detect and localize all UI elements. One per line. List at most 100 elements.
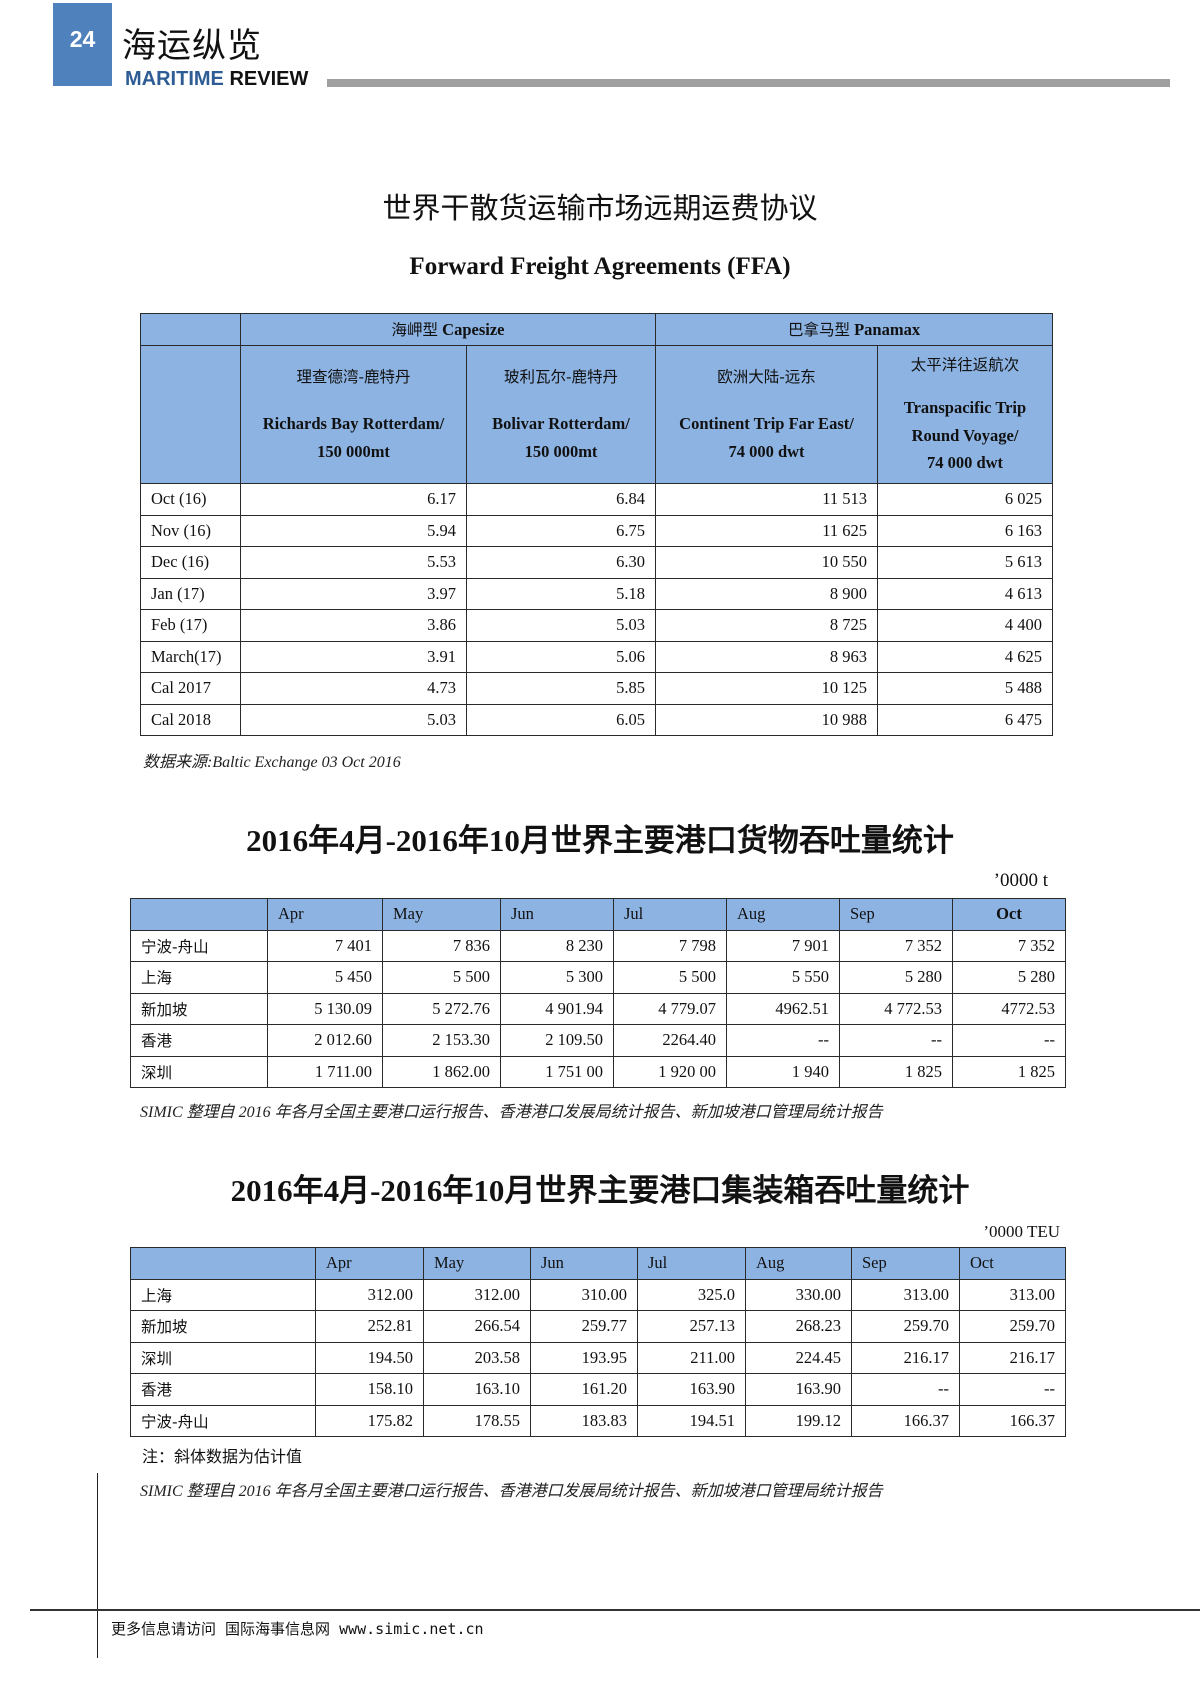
value-cell: 4 400 [876, 609, 1054, 642]
value-cell: 6 163 [876, 514, 1054, 547]
ffa-route-header: 玻利瓦尔-鹿特丹 Bolivar Rotterdam/150 000mt [466, 345, 656, 484]
table-row: 新加坡 252.81 266.54 259.77 257.13 268.23 259.70 2… [130, 1310, 1066, 1343]
ffa-route-header: 太平洋往返航次 Transpacific Trip Round Voyage/74 … [876, 345, 1054, 484]
magazine-title-en-review: REVIEW [223, 68, 309, 90]
value-cell: 8 725 [655, 609, 878, 642]
value-cell: 5 300 [500, 961, 614, 994]
row-label-cell: Dec (16) [140, 546, 241, 579]
cargo-throughput-table: Apr May Jun Jul Aug Sep Oct 宁波-舟山 7 401 7 836 8 23… [130, 898, 1066, 1088]
value-cell: 5.18 [466, 577, 656, 610]
value-cell: 2 012.60 [267, 1024, 383, 1057]
row-label-cell: Nov (16) [140, 514, 241, 547]
value-cell: 325.0 [637, 1278, 746, 1311]
value-cell: 11 625 [655, 514, 878, 547]
value-cell: 6 025 [876, 483, 1054, 516]
page-number: 24 [69, 26, 96, 52]
value-cell: 5 500 [613, 961, 727, 994]
ffa-title-en: Forward Freight Agreements (FFA) [409, 253, 791, 280]
ffa-table: 海岬型 Capesize 巴拿马型 Panamax 理查德湾-鹿特丹 Richar… [140, 313, 1054, 736]
value-cell: 6.84 [466, 483, 656, 516]
row-label-cell: March(17) [140, 640, 241, 673]
value-cell: 8 230 [500, 929, 614, 962]
value-cell: 4962.51 [726, 992, 840, 1025]
footer-website-text: 更多信息请访问 国际海事信息网 www.simic.net.cn [111, 1620, 484, 1638]
row-label-cell: 香港 [130, 1373, 316, 1406]
value-cell: -- [952, 1024, 1066, 1057]
container-throughput-table: Apr May Jun Jul Aug Sep Oct 上海 312.00 312.00 310.0… [130, 1247, 1066, 1437]
value-cell: 1 825 [839, 1055, 953, 1088]
row-label-cell: Cal 2018 [140, 703, 241, 736]
value-cell: 3.91 [240, 640, 467, 673]
value-cell: 5 613 [876, 546, 1054, 579]
header-row: Apr May Jun Jul Aug Sep Oct [130, 898, 1066, 931]
value-cell: 8 900 [655, 577, 878, 610]
value-cell: -- [959, 1373, 1066, 1406]
value-cell: 259.77 [530, 1310, 638, 1343]
page-number-box [53, 3, 112, 86]
cargo-unit: ’0000 t [993, 870, 1048, 891]
value-cell: 163.90 [745, 1373, 852, 1406]
cargo-title: 2016年4月-2016年10月世界主要港口货物吞吐量统计 [246, 823, 954, 858]
value-cell: 199.12 [745, 1404, 852, 1437]
value-cell: 4 613 [876, 577, 1054, 610]
value-cell: 224.45 [745, 1341, 852, 1374]
table-row: Feb (17) 3.86 5.03 8 725 4 400 [140, 609, 1054, 642]
value-cell: 6 475 [876, 703, 1054, 736]
teu-source-note: SIMIC 整理自 2016 年各月全国主要港口运行报告、香港港口发展局统计报告… [140, 1483, 883, 1500]
value-cell: 7 901 [726, 929, 840, 962]
ffa-route-header: 理查德湾-鹿特丹 Richards Bay Rotterdam/150 000mt [240, 345, 467, 484]
header-row: Apr May Jun Jul Aug Sep Oct [130, 1247, 1066, 1280]
value-cell: 7 401 [267, 929, 383, 962]
ffa-route-header-row: 理查德湾-鹿特丹 Richards Bay Rotterdam/150 000mt… [140, 345, 1054, 484]
column-header: Sep [851, 1247, 960, 1280]
value-cell: 6.30 [466, 546, 656, 579]
ffa-group-header-row: 海岬型 Capesize 巴拿马型 Panamax [140, 313, 1054, 346]
table-row: 宁波-舟山 7 401 7 836 8 230 7 798 7 901 7 352 7 352 [130, 929, 1066, 962]
teu-title: 2016年4月-2016年10月世界主要港口集装箱吞吐量统计 [230, 1173, 970, 1208]
value-cell: 5.06 [466, 640, 656, 673]
table-row: Cal 2018 5.03 6.05 10 988 6 475 [140, 703, 1054, 736]
value-cell: 8 963 [655, 640, 878, 673]
value-cell: 259.70 [959, 1310, 1066, 1343]
column-header: Aug [726, 898, 840, 931]
magazine-title-cn: 海运纵览 [122, 26, 262, 66]
estimate-note: 注：斜体数据为估计值 [142, 1447, 303, 1466]
value-cell: 178.55 [423, 1404, 531, 1437]
column-header: Oct [959, 1247, 1066, 1280]
value-cell: 7 798 [613, 929, 727, 962]
magazine-title-en: MARITIME REVIEW [125, 68, 308, 91]
table-row: 上海 312.00 312.00 310.00 325.0 330.00 313.00 313… [130, 1278, 1066, 1311]
column-header: Jul [613, 898, 727, 931]
value-cell: 4 772.53 [839, 992, 953, 1025]
value-cell: 4 779.07 [613, 992, 727, 1025]
column-header [130, 898, 268, 931]
value-cell: 268.23 [745, 1310, 852, 1343]
header-divider [327, 79, 1170, 87]
value-cell: 2 153.30 [382, 1024, 501, 1057]
ffa-title-cn: 世界干散货运输市场远期运费协议 [382, 191, 818, 225]
value-cell: 313.00 [959, 1278, 1066, 1311]
value-cell: 6.05 [466, 703, 656, 736]
value-cell: 5 450 [267, 961, 383, 994]
value-cell: 216.17 [851, 1341, 960, 1374]
row-label-cell: Feb (17) [140, 609, 241, 642]
value-cell: 183.83 [530, 1404, 638, 1437]
cargo-source-note: SIMIC 整理自 2016 年各月全国主要港口运行报告、香港港口发展局统计报告… [140, 1104, 883, 1121]
column-header: May [423, 1247, 531, 1280]
value-cell: 5 550 [726, 961, 840, 994]
value-cell: 211.00 [637, 1341, 746, 1374]
value-cell: 10 988 [655, 703, 878, 736]
table-row: 深圳 1 711.00 1 862.00 1 751 00 1 920 00 1 940 1… [130, 1055, 1066, 1088]
table-row: March(17) 3.91 5.06 8 963 4 625 [140, 640, 1054, 673]
value-cell: 166.37 [851, 1404, 960, 1437]
footer-divider [30, 1609, 1200, 1611]
value-cell: 257.13 [637, 1310, 746, 1343]
value-cell: 5 130.09 [267, 992, 383, 1025]
value-cell: 312.00 [423, 1278, 531, 1311]
column-header: Apr [315, 1247, 424, 1280]
value-cell: 2 109.50 [500, 1024, 614, 1057]
value-cell: 194.51 [637, 1404, 746, 1437]
value-cell: 175.82 [315, 1404, 424, 1437]
row-label-cell: 深圳 [130, 1055, 268, 1088]
value-cell: 1 862.00 [382, 1055, 501, 1088]
